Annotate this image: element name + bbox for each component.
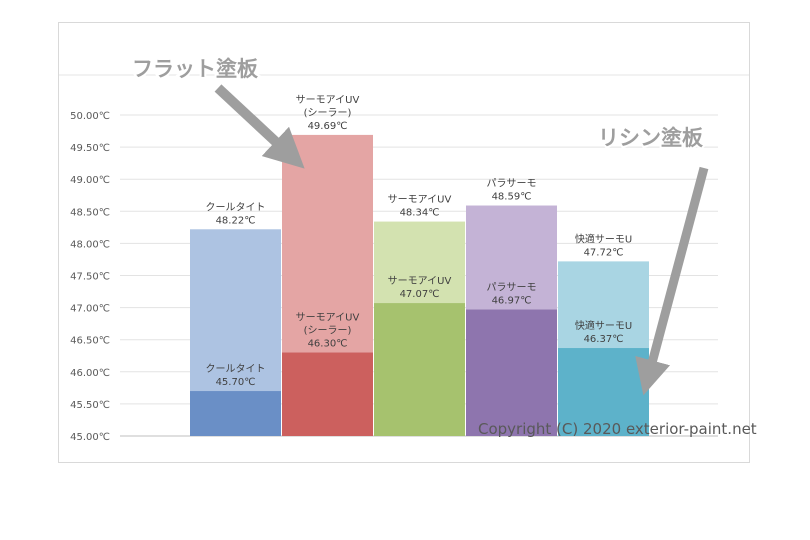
bars bbox=[190, 134, 649, 437]
data-label-flat-panel: (シーラー) bbox=[304, 107, 352, 119]
y-tick-label: 46.00℃ bbox=[70, 368, 110, 379]
data-label-lysine-panel: パラサーモ bbox=[487, 282, 537, 294]
data-label-lysine-panel: クールタイト bbox=[206, 363, 266, 375]
data-label-lysine-panel: 46.37℃ bbox=[584, 334, 624, 345]
annotation-flat-panel: フラット塗板 bbox=[132, 57, 259, 81]
bar-lysine-panel bbox=[374, 303, 465, 436]
bar-lysine-panel bbox=[282, 352, 373, 436]
y-tick-label: 45.50℃ bbox=[70, 400, 110, 411]
data-label-lysine-panel: 47.07℃ bbox=[400, 289, 440, 300]
data-label-flat-panel: 48.22℃ bbox=[216, 215, 256, 226]
data-label-lysine-panel: サーモアイUV bbox=[296, 312, 360, 324]
data-label-flat-panel: クールタイト bbox=[206, 201, 266, 213]
y-tick-label: 46.50℃ bbox=[70, 336, 110, 347]
data-label-lysine-panel: 46.97℃ bbox=[492, 296, 532, 307]
y-axis-ticks: 45.00℃ 45.50℃ 46.00℃ 46.50℃ 47.00℃ 47.50℃ 48.0… bbox=[70, 111, 110, 443]
y-tick-label: 50.00℃ bbox=[70, 111, 110, 122]
data-label-flat-panel: 48.59℃ bbox=[492, 192, 532, 203]
data-label-flat-panel: 48.34℃ bbox=[400, 208, 440, 219]
bar-lysine-panel bbox=[466, 309, 557, 436]
data-label-lysine-panel: サーモアイUV bbox=[388, 275, 452, 287]
data-label-flat-panel: 快適サーモU bbox=[575, 232, 632, 245]
data-label-flat-panel: サーモアイUV bbox=[296, 94, 360, 106]
data-label-flat-panel: サーモアイUV bbox=[388, 194, 452, 206]
bar-lysine-panel bbox=[558, 348, 649, 436]
y-tick-label: 47.00℃ bbox=[70, 304, 110, 315]
lysine-arrow bbox=[635, 166, 709, 396]
bar-labels: クールタイト48.22℃クールタイト45.70℃サーモアイUV(シーラー)49.… bbox=[206, 94, 633, 388]
flat-arrow bbox=[214, 84, 305, 169]
data-label-lysine-panel: 快適サーモU bbox=[575, 319, 632, 332]
copyright-notice: Copyright (C) 2020 exterior-paint.net bbox=[478, 420, 757, 438]
data-label-lysine-panel: (シーラー) bbox=[304, 325, 352, 337]
y-tick-label: 48.50℃ bbox=[70, 207, 110, 218]
data-label-lysine-panel: 45.70℃ bbox=[216, 377, 256, 388]
y-tick-label: 47.50℃ bbox=[70, 272, 110, 283]
data-label-lysine-panel: 46.30℃ bbox=[308, 339, 348, 350]
data-label-flat-panel: 49.69℃ bbox=[308, 121, 348, 132]
y-tick-label: 48.00℃ bbox=[70, 239, 110, 250]
annotation-lysine-panel: リシン塗板 bbox=[598, 126, 704, 150]
y-tick-label: 45.00℃ bbox=[70, 432, 110, 443]
y-tick-label: 49.50℃ bbox=[70, 143, 110, 154]
y-tick-label: 49.00℃ bbox=[70, 175, 110, 186]
data-label-flat-panel: パラサーモ bbox=[487, 178, 537, 190]
data-label-flat-panel: 47.72℃ bbox=[584, 247, 624, 258]
bar-lysine-panel bbox=[190, 391, 281, 436]
